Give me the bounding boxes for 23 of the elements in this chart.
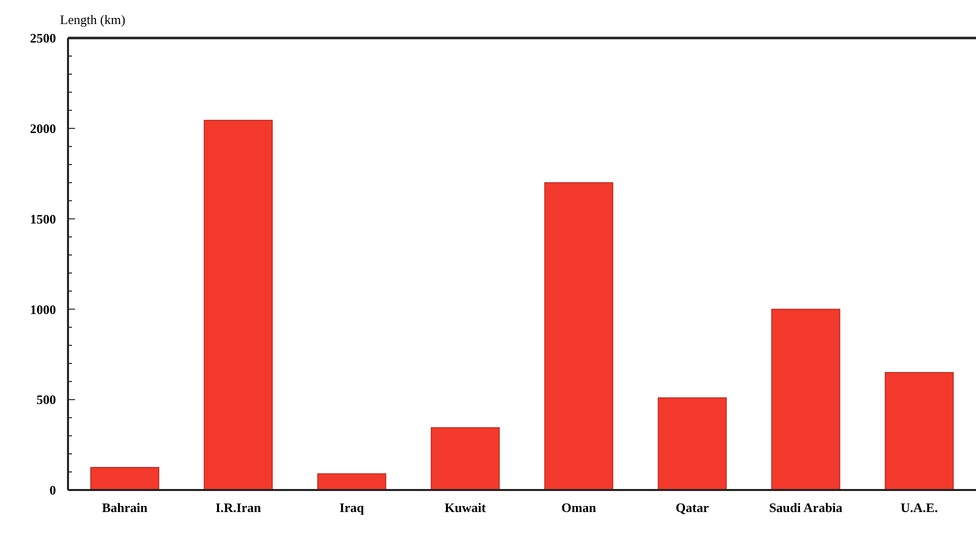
- bar: [430, 427, 500, 490]
- bar: [658, 397, 727, 490]
- y-tick-label: 1000: [30, 302, 56, 317]
- bar: [317, 473, 386, 490]
- x-tick-label: U.A.E.: [900, 500, 938, 515]
- y-tick-label: 1500: [30, 211, 56, 226]
- y-tick-label: 2000: [30, 120, 56, 136]
- x-tick-label: Oman: [561, 500, 597, 515]
- x-tick-label: I.R.Iran: [215, 500, 262, 515]
- bar: [90, 467, 160, 490]
- bar: [884, 372, 954, 490]
- x-tick-label: Qatar: [676, 500, 710, 515]
- y-tick-label: 2500: [30, 30, 56, 46]
- bar: [771, 308, 840, 490]
- bar: [544, 182, 614, 490]
- x-tick-label: Iraq: [339, 500, 365, 515]
- x-tick-label: Saudi Arabia: [769, 500, 843, 515]
- bar: [204, 120, 273, 490]
- x-tick-label: Kuwait: [444, 500, 487, 515]
- x-tick-label: Bahrain: [102, 500, 148, 515]
- y-tick-label: 500: [36, 392, 56, 408]
- y-tick-label: 0: [50, 482, 56, 498]
- y-axis-title: Length (km): [60, 12, 126, 27]
